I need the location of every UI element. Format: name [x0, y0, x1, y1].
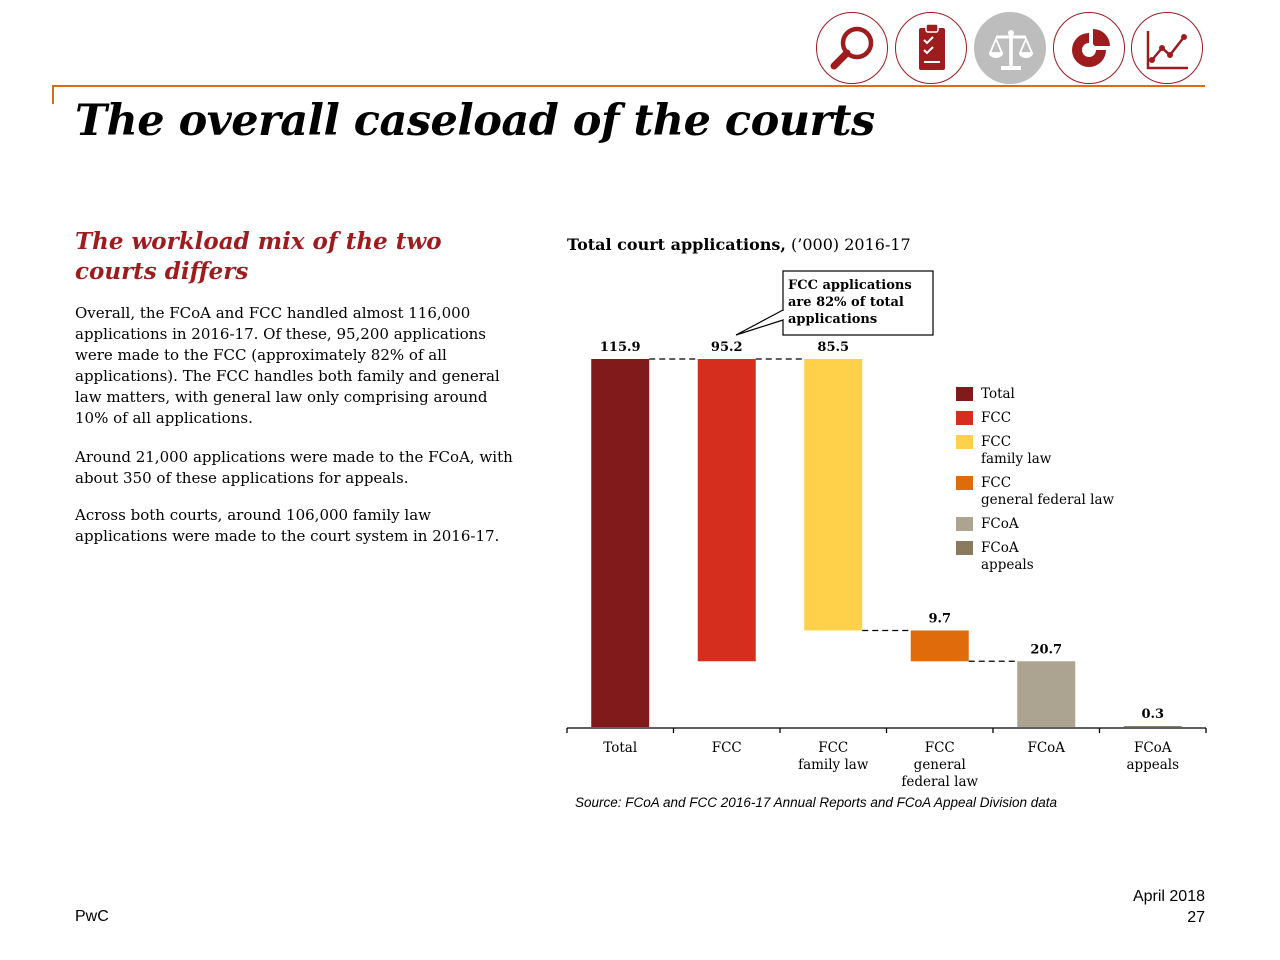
bar-5 [1123, 726, 1182, 727]
bar-value-label-0: 115.9 [600, 340, 641, 355]
legend-item: FCoA appeals [956, 540, 1141, 574]
search-icon[interactable] [816, 12, 888, 84]
legend-item: Total [956, 386, 1141, 403]
legend-swatch [956, 387, 973, 401]
chart-title-units: (’000) 2016-17 [785, 235, 911, 254]
chart-source: Source: FCoA and FCC 2016-17 Annual Repo… [575, 795, 1058, 810]
callout-border [782, 270, 934, 336]
chart-title: Total court applications, (’000) 2016-17 [567, 235, 911, 254]
legend-item: FCC general federal law [956, 475, 1141, 509]
bar-value-label-3: 9.7 [928, 611, 951, 626]
line-chart-icon[interactable] [1131, 12, 1203, 84]
bar-value-label-1: 95.2 [711, 340, 743, 355]
bar-4 [1017, 661, 1076, 727]
chart-title-bold: Total court applications, [567, 235, 786, 254]
legend-label: FCoA [981, 516, 1019, 532]
callout-pointer [735, 309, 784, 336]
legend-swatch [956, 476, 973, 490]
footer-page-number: 27 [1187, 909, 1205, 926]
bar-value-label-5: 0.3 [1141, 707, 1164, 722]
footer-meta: April 2018 27 [1133, 886, 1205, 928]
callout-box: FCC applications are 82% of total applic… [788, 278, 912, 327]
legend-item: FCC [956, 410, 1141, 427]
header-rule [52, 85, 1205, 87]
bar-value-label-2: 85.5 [817, 340, 849, 355]
bar-0 [591, 359, 650, 727]
pie-chart-icon[interactable] [1053, 12, 1125, 84]
legend-label: FCC general federal law [981, 475, 1115, 508]
bar-1 [697, 359, 756, 662]
body-paragraph-1: Overall, the FCoA and FCC handled almost… [75, 304, 500, 427]
category-label-5: FCoA appeals [1126, 740, 1179, 773]
category-label-0: Total [603, 740, 637, 756]
legend-swatch [956, 517, 973, 531]
header-rule-tick [52, 85, 54, 104]
category-label-4: FCoA [1027, 740, 1065, 756]
bar-3 [910, 630, 969, 662]
legend-label: FCoA appeals [981, 540, 1034, 573]
legend-item: FCC family law [956, 434, 1141, 468]
legend-item: FCoA [956, 516, 1141, 533]
bar-2 [804, 359, 863, 631]
body-paragraph-3: Across both courts, around 106,000 famil… [75, 506, 500, 545]
legend-swatch [956, 435, 973, 449]
scales-icon[interactable] [974, 12, 1046, 84]
legend-label: Total [981, 386, 1015, 402]
legend-label: FCC [981, 410, 1012, 426]
legend-label: FCC family law [981, 434, 1052, 467]
legend-swatch [956, 411, 973, 425]
page-title: The overall caseload of the courts [75, 96, 875, 146]
category-label-3: FCC general federal law [901, 740, 978, 790]
body-paragraph-2: Around 21,000 applications were made to … [75, 448, 513, 487]
footer-date: April 2018 [1132, 888, 1205, 905]
legend-swatch [956, 541, 973, 555]
clipboard-checklist-icon[interactable] [895, 12, 967, 84]
section-subheading: The workload mix of the two courts diffe… [75, 228, 442, 285]
footer-brand: PwC [75, 908, 109, 925]
category-label-2: FCC family law [798, 740, 869, 773]
bar-value-label-4: 20.7 [1030, 642, 1062, 657]
category-label-1: FCC [712, 740, 742, 756]
